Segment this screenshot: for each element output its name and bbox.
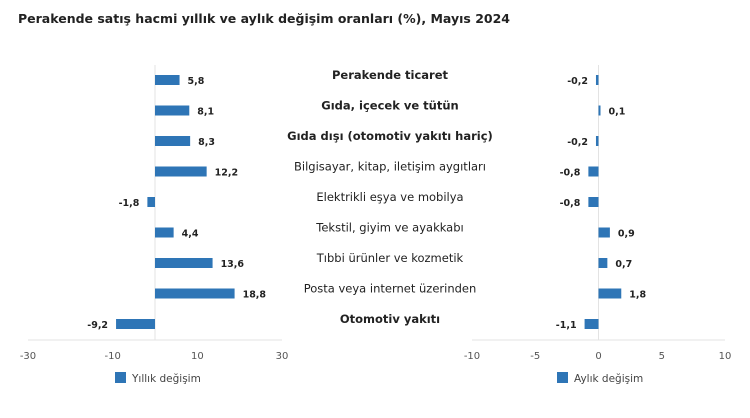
data-label: -1,8 — [119, 198, 140, 209]
x-tick-label: -10 — [104, 351, 120, 362]
bar — [595, 75, 599, 85]
x-tick-label: 10 — [191, 351, 204, 362]
bar — [147, 197, 155, 207]
x-tick-label: 10 — [719, 351, 732, 362]
category-label: Posta veya internet üzerinden — [304, 282, 477, 296]
category-label: Otomotiv yakıtı — [340, 312, 440, 326]
bar — [155, 166, 207, 177]
bar — [155, 288, 235, 299]
data-label: 5,8 — [188, 76, 205, 87]
bar — [598, 258, 608, 268]
data-label: 0,1 — [609, 107, 626, 118]
bar — [595, 136, 599, 146]
data-label: 8,3 — [198, 137, 215, 148]
bar — [155, 258, 213, 268]
bar — [155, 227, 174, 238]
data-label: -0,2 — [567, 137, 588, 148]
data-label: -0,8 — [560, 198, 581, 209]
bar — [598, 227, 610, 238]
data-label: 4,4 — [182, 229, 199, 240]
data-label: 8,1 — [197, 107, 214, 118]
x-tick-label: -5 — [530, 351, 540, 362]
category-label: Gıda dışı (otomotiv yakıtı hariç) — [287, 129, 493, 143]
bar — [588, 166, 599, 177]
data-label: 0,7 — [615, 259, 632, 270]
category-label: Bilgisayar, kitap, iletişim aygıtları — [294, 160, 486, 174]
x-tick-label: 30 — [276, 351, 289, 362]
data-label: -0,8 — [560, 168, 581, 179]
bar — [155, 105, 190, 116]
category-label: Tıbbi ürünler ve kozmetik — [316, 251, 464, 265]
x-tick-label: -30 — [20, 351, 36, 362]
chart-title: Perakende satış hacmi yıllık ve aylık de… — [18, 11, 510, 26]
data-label: -1,1 — [556, 320, 577, 331]
x-tick-label: 5 — [659, 351, 665, 362]
legend-label: Aylık değişim — [574, 373, 643, 385]
legend-swatch — [557, 372, 568, 383]
category-label: Gıda, içecek ve tütün — [321, 99, 458, 113]
category-label: Elektrikli eşya ve mobilya — [316, 190, 463, 204]
bar — [584, 319, 599, 329]
category-label: Tekstil, giyim ve ayakkabı — [315, 221, 463, 235]
x-tick-label: 0 — [595, 351, 601, 362]
bar — [598, 105, 601, 116]
data-label: 13,6 — [221, 259, 245, 270]
bar — [598, 288, 622, 299]
data-label: 1,8 — [629, 290, 646, 301]
data-label: 18,8 — [243, 290, 267, 301]
bar — [155, 136, 191, 146]
bar — [588, 197, 599, 207]
data-label: -9,2 — [87, 320, 108, 331]
legend-label: Yıllık değişim — [131, 373, 201, 385]
data-label: -0,2 — [567, 76, 588, 87]
category-label: Perakende ticaret — [332, 68, 449, 82]
x-tick-label: -10 — [464, 351, 480, 362]
bar — [155, 75, 180, 85]
legend-swatch — [115, 372, 126, 383]
bar — [116, 319, 155, 329]
data-label: 0,9 — [618, 229, 635, 240]
data-label: 12,2 — [215, 168, 238, 179]
